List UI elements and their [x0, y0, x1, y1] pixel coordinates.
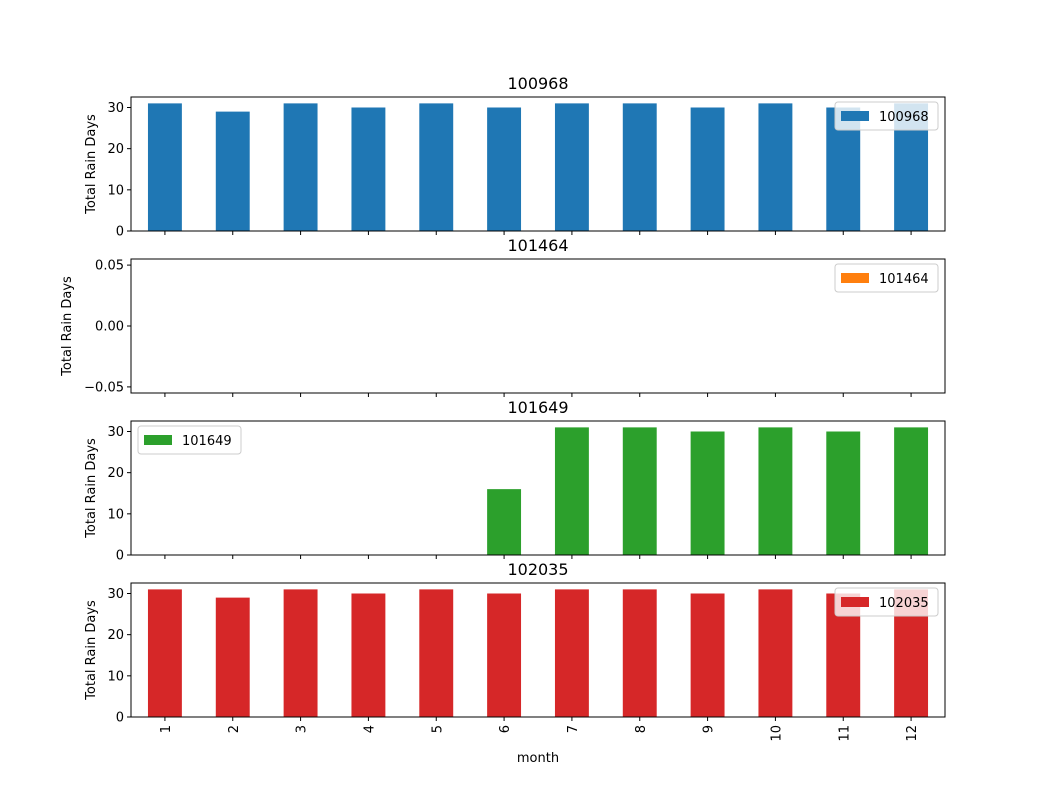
- bar: [758, 103, 793, 231]
- y-tick-label: 0.00: [95, 320, 124, 335]
- y-tick-label: −0.05: [84, 380, 124, 395]
- bar: [758, 427, 793, 555]
- legend-box: [137, 425, 242, 455]
- legend-label: 101649: [182, 434, 232, 449]
- x-tick-label: 3: [295, 725, 310, 733]
- legend-label: 100968: [879, 110, 929, 125]
- y-tick-label: 0: [116, 225, 124, 240]
- y-tick-label: 30: [107, 101, 124, 116]
- y-axis-label: Total Rain Days: [84, 114, 99, 215]
- y-axis-label: Total Rain Days: [84, 600, 99, 701]
- legend-box: [834, 101, 939, 131]
- chart-title: 100968: [507, 74, 568, 93]
- y-axis-label: Total Rain Days: [84, 438, 99, 539]
- bar: [283, 103, 318, 231]
- bar: [554, 589, 589, 717]
- bar: [215, 111, 250, 231]
- bar: [826, 431, 861, 555]
- y-tick-label: 0.05: [95, 259, 124, 274]
- bar: [554, 427, 589, 555]
- x-tick-label: 2: [227, 725, 242, 733]
- x-tick-label: 8: [634, 725, 649, 733]
- x-tick-label: 10: [769, 725, 784, 742]
- x-tick-label: 5: [430, 725, 445, 733]
- bar: [554, 103, 589, 231]
- x-tick-label: 9: [702, 725, 717, 733]
- y-tick-label: 20: [107, 466, 124, 481]
- bar: [351, 593, 386, 717]
- bar: [419, 103, 454, 231]
- x-tick-label: 7: [566, 725, 581, 733]
- bar: [690, 107, 725, 231]
- legend-swatch: [841, 597, 869, 607]
- legend-box: [834, 587, 939, 617]
- axes-frame: [130, 258, 946, 394]
- y-tick-label: 20: [107, 142, 124, 157]
- x-axis-label: month: [517, 751, 559, 766]
- bar: [622, 427, 657, 555]
- legend-label: 102035: [879, 596, 929, 611]
- x-tick-label: 1: [159, 725, 174, 733]
- y-tick-label: 0: [116, 549, 124, 564]
- bar: [283, 589, 318, 717]
- y-tick-label: 10: [107, 669, 124, 684]
- y-tick-label: 10: [107, 183, 124, 198]
- y-tick-label: 0: [116, 711, 124, 726]
- x-tick-label: 11: [837, 725, 852, 742]
- chart-title: 102035: [507, 560, 568, 579]
- bar: [622, 103, 657, 231]
- legend-box: [834, 263, 939, 293]
- chart-title: 101649: [507, 398, 568, 417]
- chart-title: 101464: [507, 236, 568, 255]
- bar: [690, 431, 725, 555]
- x-tick-label: 4: [362, 725, 377, 733]
- y-tick-label: 10: [107, 507, 124, 522]
- legend-swatch: [841, 273, 869, 283]
- legend-swatch: [841, 111, 869, 121]
- legend-label: 101464: [879, 272, 929, 287]
- axes-frame: [130, 582, 946, 718]
- bar: [690, 593, 725, 717]
- bar: [419, 589, 454, 717]
- bar: [351, 107, 386, 231]
- axes-frame: [130, 96, 946, 232]
- bar: [622, 589, 657, 717]
- y-tick-label: 30: [107, 425, 124, 440]
- legend-swatch: [144, 435, 172, 445]
- y-tick-label: 30: [107, 587, 124, 602]
- bar: [147, 589, 182, 717]
- x-tick-label: 6: [498, 725, 513, 733]
- y-axis-label: Total Rain Days: [60, 276, 75, 377]
- bar: [147, 103, 182, 231]
- x-tick-label: 12: [905, 725, 920, 742]
- y-tick-label: 20: [107, 628, 124, 643]
- bar: [894, 427, 929, 555]
- bar: [487, 489, 522, 555]
- bar: [758, 589, 793, 717]
- axes-frame: [130, 420, 946, 556]
- bar: [487, 107, 522, 231]
- bar: [487, 593, 522, 717]
- bar: [215, 597, 250, 717]
